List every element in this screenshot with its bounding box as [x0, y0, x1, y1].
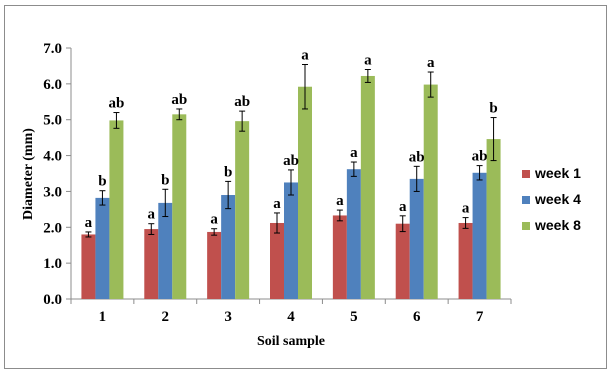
bar	[360, 75, 375, 300]
legend-label: week 1	[534, 165, 581, 181]
significance-label: a	[301, 47, 309, 63]
bar	[458, 222, 473, 299]
bar	[298, 86, 312, 300]
significance-label: ab	[409, 149, 425, 165]
significance-label: a	[350, 145, 358, 161]
bar	[207, 231, 222, 299]
significance-label: a	[462, 201, 470, 217]
y-tick-label: 1.0	[43, 256, 62, 272]
bar	[409, 178, 424, 299]
significance-label: a	[85, 215, 93, 231]
bar	[81, 234, 96, 299]
bar	[221, 195, 236, 299]
legend: week 1 week 4 week 8	[522, 165, 581, 233]
significance-label: b	[489, 101, 497, 117]
significance-label: b	[224, 164, 232, 180]
legend-swatch	[522, 170, 530, 178]
significance-label: ab	[109, 96, 125, 112]
x-tick-label: 2	[162, 309, 170, 325]
significance-label: ab	[472, 149, 488, 165]
x-tick-label: 4	[287, 309, 295, 325]
y-tick-label: 2.0	[43, 220, 62, 236]
x-axis-title: Soil sample	[257, 334, 325, 349]
x-tick-label: 3	[224, 309, 232, 325]
significance-label: a	[336, 193, 344, 209]
bar	[486, 139, 501, 299]
x-tick-label: 6	[413, 309, 421, 325]
y-tick-label: 3.0	[43, 184, 62, 200]
significance-label: b	[98, 174, 106, 190]
x-tick-label: 7	[476, 309, 484, 325]
bar	[346, 169, 361, 299]
legend-swatch	[522, 222, 530, 230]
legend-swatch	[522, 196, 530, 204]
y-tick-label: 6.0	[43, 77, 62, 93]
y-axis-title: Diameter (mm)	[21, 128, 36, 220]
bar	[109, 120, 124, 299]
bar	[235, 121, 250, 299]
y-tick-label: 5.0	[43, 113, 62, 129]
significance-label: a	[399, 199, 407, 215]
bar	[395, 223, 410, 299]
bar	[472, 172, 487, 299]
significance-label: a	[210, 212, 218, 228]
legend-label: week 4	[534, 191, 581, 207]
x-tick-label: 1	[99, 309, 107, 325]
significance-label: a	[364, 53, 372, 69]
bar	[95, 197, 110, 299]
bar	[423, 84, 438, 300]
bar	[270, 222, 284, 299]
y-tick-label: 0.0	[43, 292, 62, 308]
bar	[172, 114, 187, 299]
bar	[332, 215, 347, 299]
bar	[284, 182, 298, 299]
significance-label: a	[148, 207, 156, 223]
significance-label: ab	[234, 94, 250, 110]
legend-label: week 8	[534, 217, 581, 233]
bar	[158, 202, 173, 299]
y-tick-label: 4.0	[43, 149, 62, 165]
significance-label: a	[427, 55, 435, 71]
significance-label: ab	[171, 92, 187, 108]
significance-label: a	[273, 196, 281, 212]
significance-label: ab	[283, 153, 299, 169]
bar	[144, 229, 159, 299]
y-tick-label: 7.0	[43, 41, 62, 57]
x-tick-label: 5	[350, 309, 358, 325]
significance-label: b	[161, 172, 169, 188]
bars	[81, 63, 501, 300]
